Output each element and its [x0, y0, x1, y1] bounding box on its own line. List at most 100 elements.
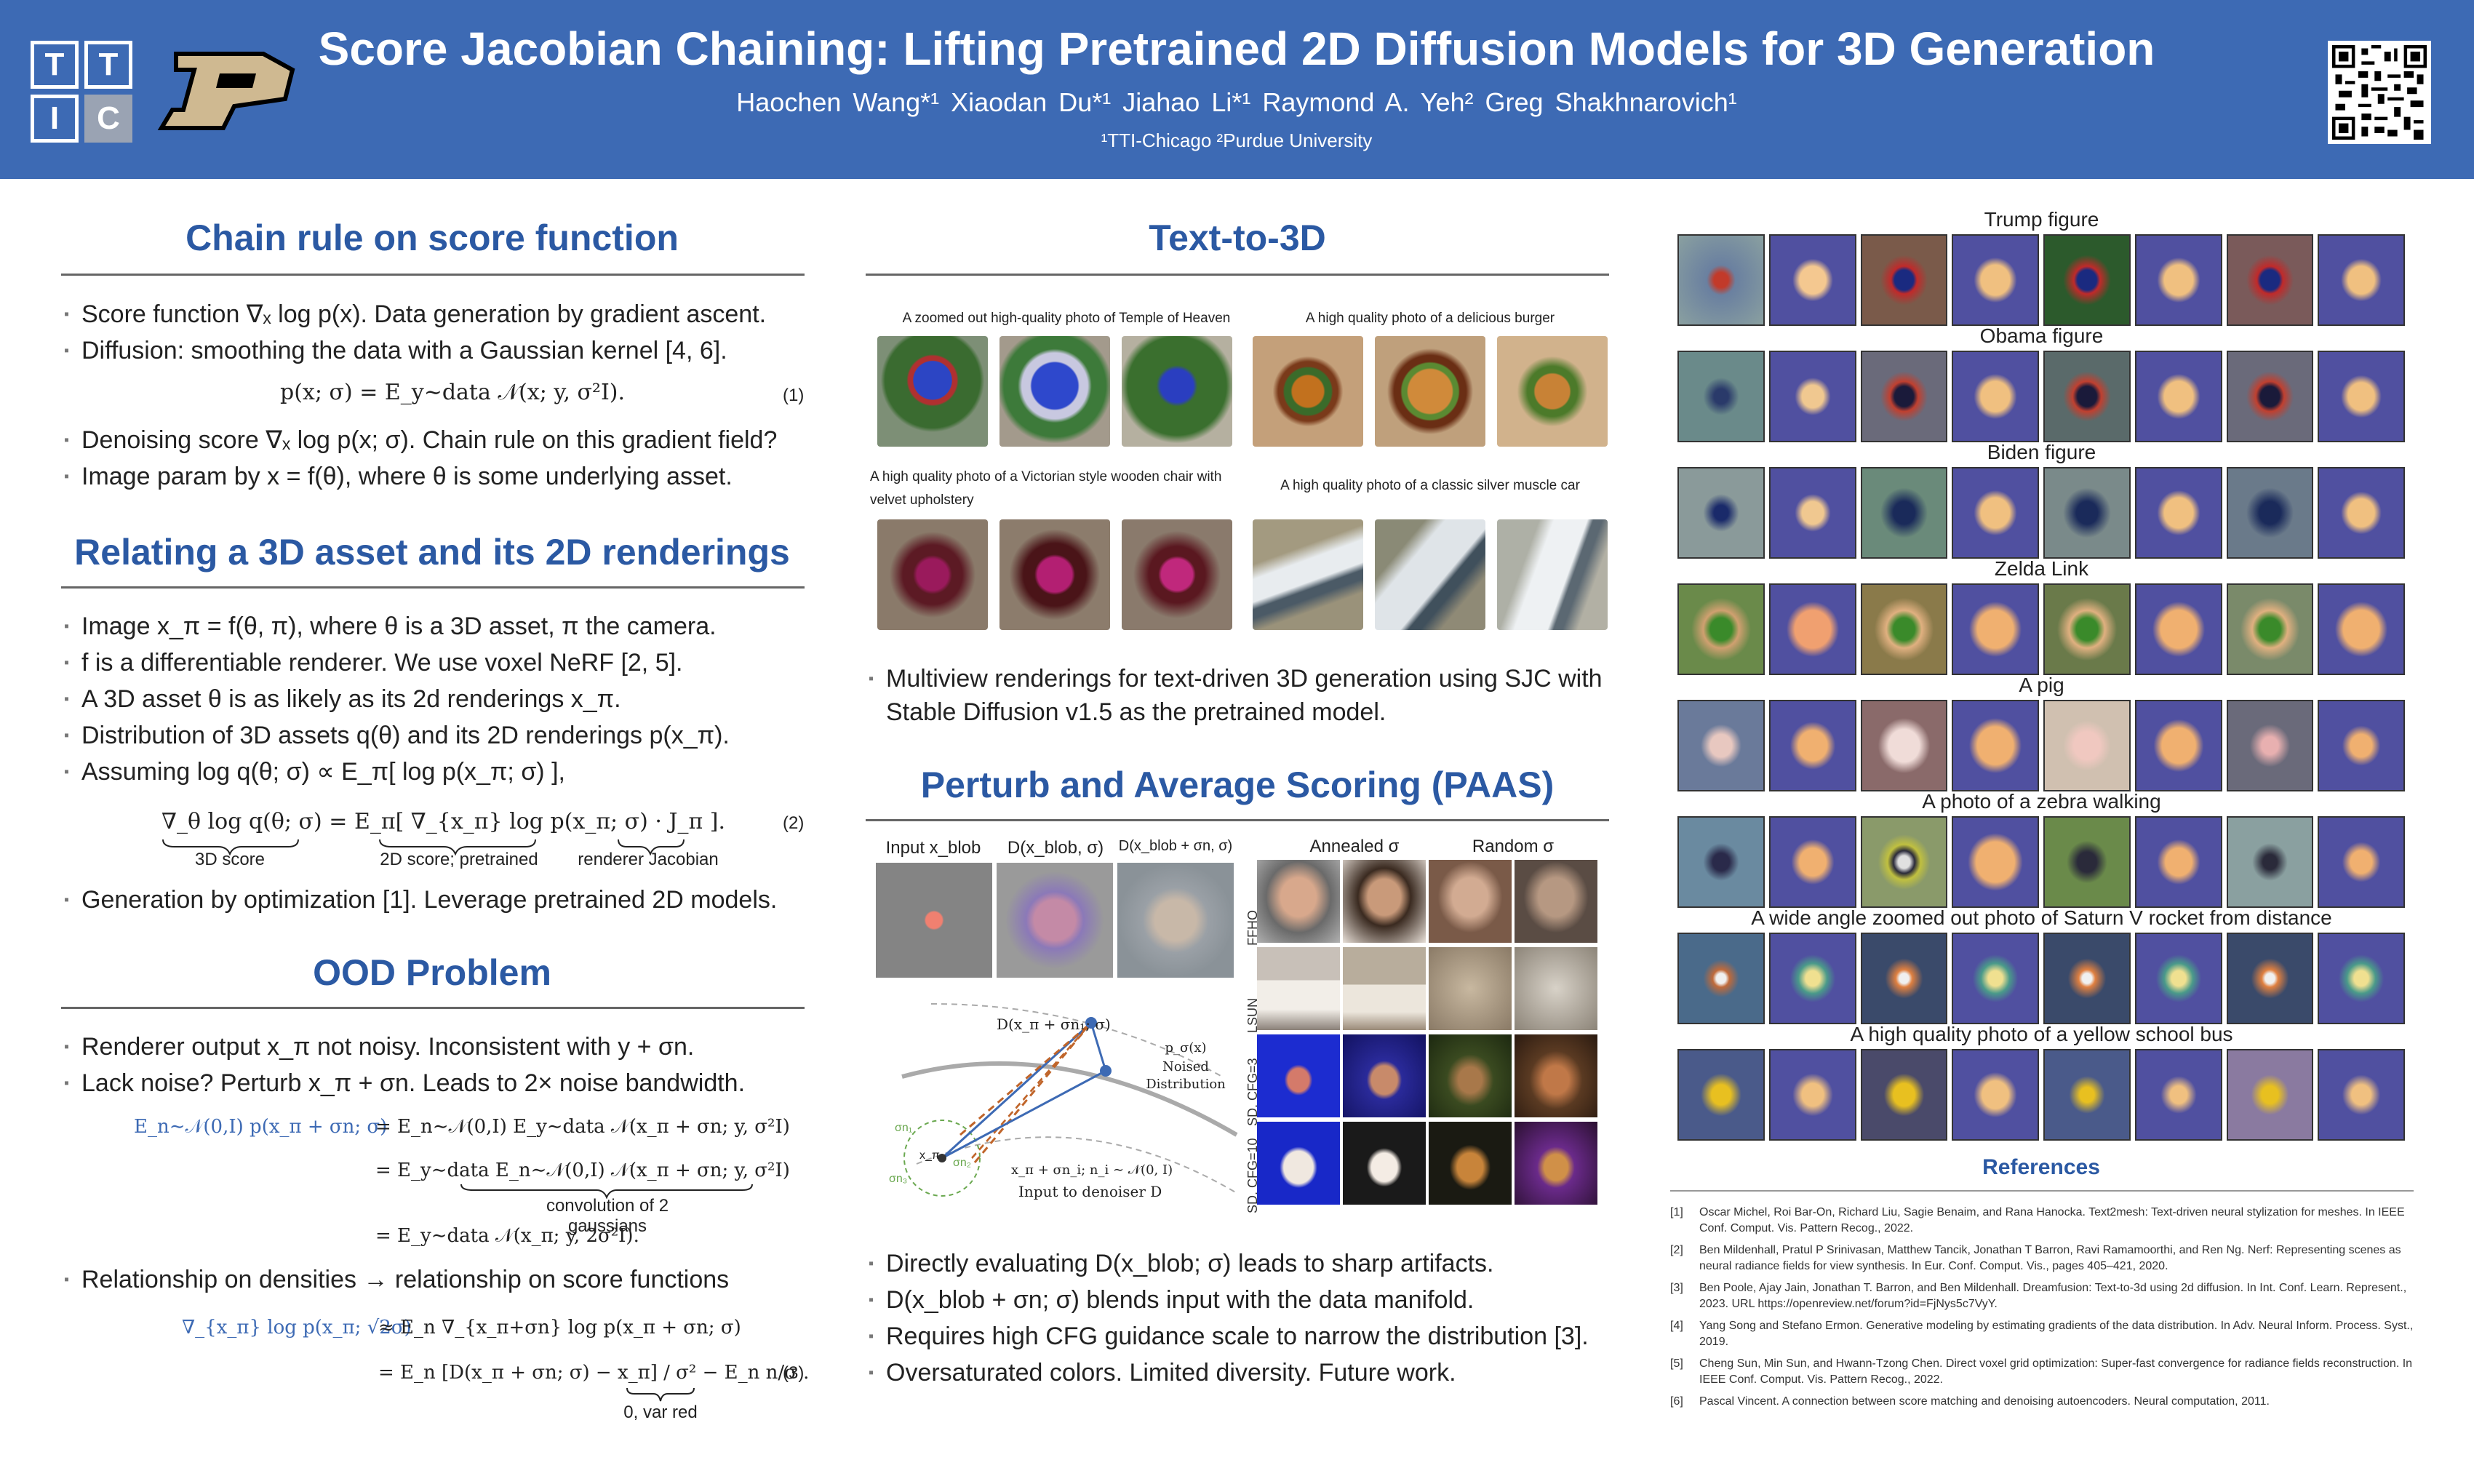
result-render: [1860, 583, 1948, 675]
result-render: [2226, 700, 2314, 791]
result-title: Trump figure: [1984, 208, 2099, 231]
result-strip-zelda: [1677, 583, 2405, 675]
section-divider: [61, 586, 805, 589]
result-depth: [2134, 1049, 2222, 1141]
sample-lsun: [1429, 947, 1512, 1030]
result-render: [2226, 467, 2314, 559]
result-render: [1860, 467, 1948, 559]
ood-bullets-2: Relationship on densities → relationship…: [64, 1261, 813, 1298]
image-car-view: [1253, 519, 1363, 630]
reference-item: [4] Yang Song and Stefano Ermon. Generati…: [1670, 1318, 2414, 1350]
reference-text: Ben Poole, Ajay Jain, Jonathan T. Barron…: [1699, 1282, 2407, 1310]
bullet-item: Assuming log q(θ; σ) ∝ E_π[ log p(x_π; σ…: [64, 754, 813, 790]
relating-bullets: Image x_π = f(θ, π), where θ is a 3D ass…: [64, 608, 813, 790]
sample-ffhq: [1515, 860, 1597, 943]
result-strip-zebra: [1677, 816, 2405, 908]
result-render: [2043, 700, 2131, 791]
equation-1: p(x; σ) = E_y∼data 𝒩(x; y, σ²I).: [280, 380, 626, 405]
result-render: [2226, 816, 2314, 908]
bullet-item: A 3D asset θ is as likely as its 2d rend…: [64, 681, 813, 717]
references-list: [1] Oscar Michel, Roi Bar-On, Richard Liu…: [1670, 1205, 2414, 1416]
bullet-item: Image x_π = f(θ, π), where θ is a 3D ass…: [64, 608, 813, 645]
equation-number: (3): [783, 1363, 805, 1383]
diagram-label-p-sigma: p_σ(x): [1165, 1040, 1207, 1056]
ttic-logo-letter: I: [31, 95, 79, 143]
diagram-label-input-sample: x_π + σn_i; n_i ∼ 𝒩(0, I): [1011, 1162, 1173, 1178]
result-depth: [1768, 1049, 1856, 1141]
equation-2: ∇_θ log q(θ; σ) = E_π[ ∇_{x_π} log p(x_π…: [161, 809, 725, 834]
reference-number: [4]: [1670, 1320, 1683, 1332]
sample-ffhq: [1429, 860, 1512, 943]
image-denoised-blob-noise: [1117, 863, 1234, 978]
diagram-label-sigma-n1: σn₁: [895, 1122, 913, 1134]
result-render: [2043, 816, 2131, 908]
reference-item: [5] Cheng Sun, Min Sun, and Hwann-Tzong C…: [1670, 1356, 2414, 1388]
result-render: [1860, 816, 1948, 908]
chain-rule-bullets: Score function ∇ₓ log p(x). Data generat…: [64, 296, 813, 369]
result-depth: [2318, 1049, 2405, 1141]
reference-number: [6]: [1670, 1395, 1683, 1408]
text-to-3d-bullets: Multiview renderings for text-driven 3D …: [869, 662, 1618, 729]
reference-number: [3]: [1670, 1282, 1683, 1294]
result-render: [1677, 1049, 1765, 1141]
bullet-item: f is a differentiable renderer. We use v…: [64, 645, 813, 681]
bullet-item: D(x_blob + σn; σ) blends input with the …: [869, 1282, 1618, 1318]
equation-number: (2): [783, 813, 805, 833]
result-title: A pig: [2019, 674, 2064, 696]
caption-car: A high quality photo of a classic silver…: [1280, 478, 1580, 493]
label-d-blob: D(x_blob, σ): [1007, 838, 1104, 858]
caption-chair: A high quality photo of a Victorian styl…: [870, 469, 1222, 508]
result-render: [1860, 351, 1948, 442]
poster-header: T T I C Score Jacobian Chaining: Lifting…: [0, 0, 2474, 179]
result-depth: [1952, 234, 2039, 326]
paas-diagram: [901, 1003, 1238, 1197]
diagram-label-denoised: D(x_π + σn₁; σ): [997, 1016, 1111, 1033]
result-render: [2043, 467, 2131, 559]
result-render: [1677, 816, 1765, 908]
bullet-item: Diffusion: smoothing the data with a Gau…: [64, 332, 813, 369]
result-title: A high quality photo of a yellow school …: [1850, 1023, 2233, 1045]
result-depth: [2134, 583, 2222, 675]
sample-sd-cfg10: [1343, 1122, 1426, 1205]
eq3-left: ∇_{x_π} log p(x_π; √2σ): [182, 1317, 412, 1339]
result-strip-biden: [1677, 467, 2405, 559]
bullet-item: Score function ∇ₓ log p(x). Data generat…: [64, 296, 813, 332]
result-depth: [2134, 816, 2222, 908]
caption-temple: A zoomed out high-quality photo of Templ…: [902, 311, 1231, 326]
result-render: [1677, 583, 1765, 675]
bullet-item: Denoising score ∇ₓ log p(x; σ). Chain ru…: [64, 422, 813, 458]
image-chair-view: [1122, 519, 1232, 630]
ttic-logo-letter: T: [84, 41, 132, 89]
bullet-item: Directly evaluating D(x_blob; σ) leads t…: [869, 1245, 1618, 1282]
ttic-logo: T T I C: [31, 41, 132, 143]
label-random-sigma: Random σ: [1472, 837, 1555, 856]
image-car-view: [1497, 519, 1608, 630]
reference-item: [6] Pascal Vincent. A connection between …: [1670, 1394, 2414, 1410]
result-depth: [1768, 700, 1856, 791]
image-temple-view: [877, 336, 988, 447]
result-title: A photo of a zebra walking: [1922, 790, 2161, 813]
section-divider: [61, 274, 805, 276]
result-render: [1677, 700, 1765, 791]
label-d-blob-noise: D(x_blob + σn, σ): [1118, 838, 1233, 854]
references-divider: [1670, 1190, 2414, 1192]
result-depth: [1952, 1049, 2039, 1141]
result-depth: [2318, 351, 2405, 442]
underbrace: [460, 1184, 753, 1199]
reference-item: [3] Ben Poole, Ajay Jain, Jonathan T. Bar…: [1670, 1280, 2414, 1312]
result-depth: [1768, 234, 1856, 326]
sample-sd-cfg10: [1257, 1122, 1340, 1205]
bullet-item: Requires high CFG guidance scale to narr…: [869, 1318, 1618, 1355]
qr-code[interactable]: [2328, 41, 2431, 144]
result-depth: [2134, 467, 2222, 559]
result-render: [2043, 933, 2131, 1024]
diagram-label-input-to-denoiser: Input to denoiser D: [1018, 1183, 1162, 1200]
sample-sd-cfg3: [1257, 1034, 1340, 1117]
result-render: [2043, 234, 2131, 326]
reference-number: [2]: [1670, 1244, 1683, 1256]
image-burger-view: [1253, 336, 1363, 447]
result-render: [2043, 1049, 2131, 1141]
result-render: [1860, 700, 1948, 791]
reference-text: Cheng Sun, Min Sun, and Hwann-Tzong Chen…: [1699, 1357, 2413, 1386]
poster-title: Score Jacobian Chaining: Lifting Pretrai…: [318, 23, 2155, 75]
